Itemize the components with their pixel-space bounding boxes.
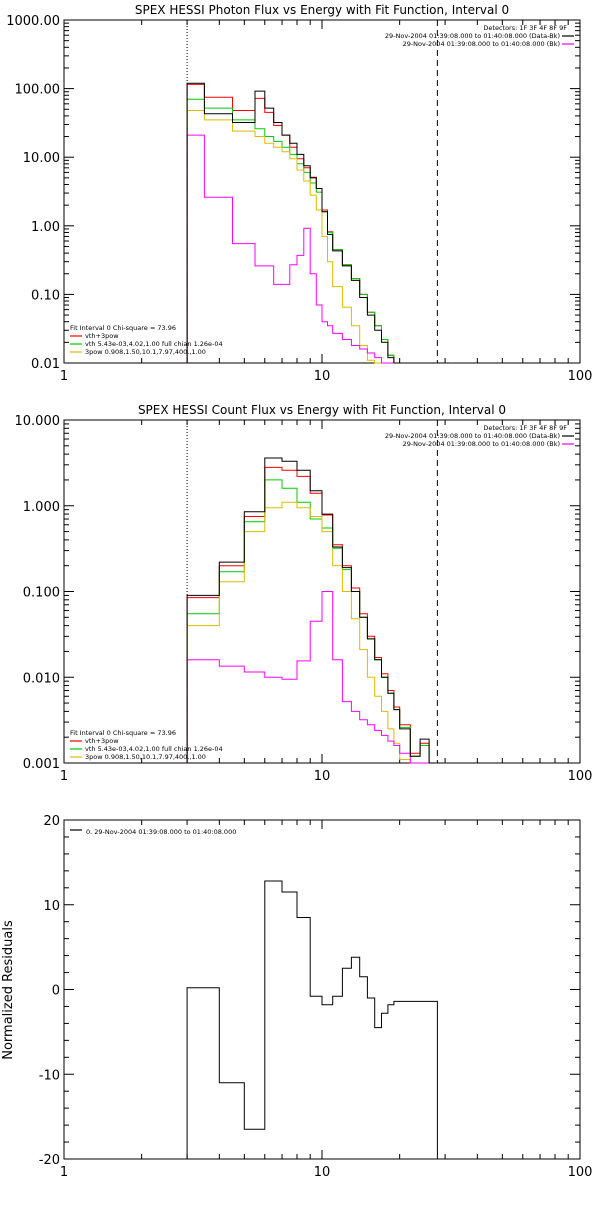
x-tick-label: 100 xyxy=(568,769,593,784)
y-tick-label: 10.000 xyxy=(15,414,61,429)
photon-flux-panel: SPEX HESSI Photon Flux vs Energy with Fi… xyxy=(6,3,592,384)
x-tick-label: 10 xyxy=(314,1165,331,1180)
legend-entry-data: 29-Nov-2004 01:39:08.000 to 01:40:08.000… xyxy=(385,32,560,40)
legend-header: Detectors: 1F 3F 4F 8F 9F xyxy=(483,424,567,432)
data-series xyxy=(186,880,438,1159)
legend-fit-entry: vth+3pow xyxy=(85,737,119,745)
x-tick-label: 10 xyxy=(314,769,331,784)
axis-ticks: 1 10 100 0.01 0.10 1.00 10.00 100.00 1000.00 xyxy=(6,14,592,384)
y-tick-label: 1.00 xyxy=(31,220,60,235)
y-tick-label: -10 xyxy=(39,1068,60,1083)
y-tick-label: 0.10 xyxy=(31,288,60,303)
axis-ticks: 1 10 100 0.001 0.010 0.100 1.000 10.000 xyxy=(15,414,593,784)
series-line xyxy=(186,591,446,764)
x-tick-label: 10 xyxy=(314,369,331,384)
y-tick-label: 10 xyxy=(43,899,60,914)
legend-fit: Fit Interval 0 Chi-square = 73.96 vth+3p… xyxy=(70,324,223,356)
series-line xyxy=(186,82,453,364)
y-tick-label: 0.010 xyxy=(23,671,60,686)
y-tick-label: 100.00 xyxy=(15,83,61,98)
count-flux-panel: SPEX HESSI Count Flux vs Energy with Fit… xyxy=(15,403,593,784)
y-tick-label: 0 xyxy=(52,984,60,999)
series-line xyxy=(186,457,446,764)
legend-top: Detectors: 1F 3F 4F 8F 9F 29-Nov-2004 01… xyxy=(385,424,574,448)
y-tick-label: 1.000 xyxy=(23,500,60,515)
x-tick-label: 1 xyxy=(60,1165,68,1180)
legend-fit-entry: vth 5.43e-03,4.02,1.00 full chian 1.26e-… xyxy=(85,745,223,753)
y-tick-label: 20 xyxy=(43,814,60,829)
y-tick-label: 10.00 xyxy=(23,151,60,166)
legend-fit-entry: 3pow 0.908,1.50,10.1,7.97,400.,1.00 xyxy=(85,348,206,356)
y-tick-label: 0.100 xyxy=(23,586,60,601)
y-axis-label: Normalized Residuals xyxy=(1,920,16,1060)
panel-title: SPEX HESSI Photon Flux vs Energy with Fi… xyxy=(135,3,509,17)
series-line xyxy=(186,134,453,364)
panel-title: SPEX HESSI Count Flux vs Energy with Fit… xyxy=(138,403,506,417)
y-tick-label: 0.001 xyxy=(23,757,60,772)
legend-fit-header: Fit Interval 0 Chi-square = 73.96 xyxy=(70,729,176,737)
x-tick-label: 100 xyxy=(568,1165,593,1180)
legend-fit-entry: 3pow 0.908,1.50,10.1,7.97,400.,1.00 xyxy=(85,753,206,761)
legend-entry-data: 29-Nov-2004 01:39:08.000 to 01:40:08.000… xyxy=(385,432,560,440)
legend-fit: Fit Interval 0 Chi-square = 73.96 vth+3p… xyxy=(70,729,223,761)
legend-entry-bk: 29-Nov-2004 01:39:08.000 to 01:40:08.000… xyxy=(403,40,560,48)
data-series xyxy=(186,82,453,364)
x-tick-label: 100 xyxy=(568,369,593,384)
legend-entry-residual: 0. 29-Nov-2004 01:39:08.000 to 01:40:08.… xyxy=(86,828,236,836)
legend-top: Detectors: 1F 3F 4F 8F 9F 29-Nov-2004 01… xyxy=(385,24,574,48)
legend-fit-entry: vth+3pow xyxy=(85,332,119,340)
legend-header: Detectors: 1F 3F 4F 8F 9F xyxy=(483,24,567,32)
legend-top: 0. 29-Nov-2004 01:39:08.000 to 01:40:08.… xyxy=(70,828,236,836)
legend-fit-header: Fit Interval 0 Chi-square = 73.96 xyxy=(70,324,176,332)
axis-ticks: 1 10 100 -20 -10 0 10 20 xyxy=(39,814,593,1180)
data-series xyxy=(186,457,446,764)
x-tick-label: 1 xyxy=(60,769,68,784)
y-tick-label: -20 xyxy=(39,1153,60,1168)
legend-entry-bk: 29-Nov-2004 01:39:08.000 to 01:40:08.000… xyxy=(403,440,560,448)
legend-fit-entry: vth 5.43e-03,4.02,1.00 full chian 1.26e-… xyxy=(85,340,223,348)
y-tick-label: 1000.00 xyxy=(6,14,60,29)
y-tick-label: 0.01 xyxy=(31,357,60,372)
series-line xyxy=(186,880,438,1159)
x-tick-label: 1 xyxy=(60,369,68,384)
residuals-panel: Normalized Residuals 1 10 100 -20 -10 0 10 20 0… xyxy=(1,814,592,1180)
series-line xyxy=(186,466,446,764)
